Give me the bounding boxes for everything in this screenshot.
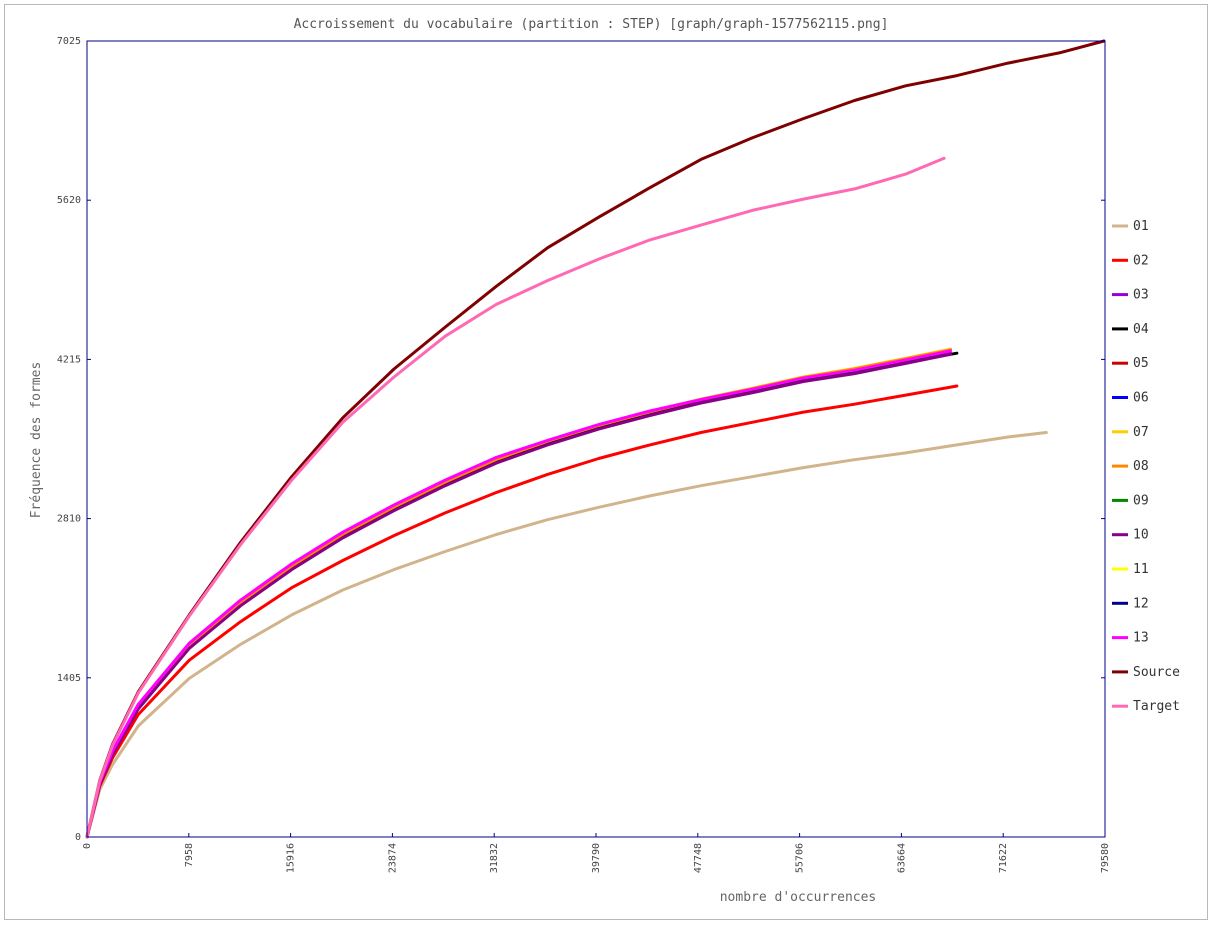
legend-label: Source: [1133, 665, 1180, 680]
legend-label: 06: [1133, 391, 1149, 406]
series-line-01: [85, 431, 1048, 839]
x-tick-label: 71622: [998, 843, 1009, 873]
y-tick-label: 1405: [57, 673, 81, 684]
legend-label: 03: [1133, 288, 1149, 303]
series-layer: [85, 39, 1106, 839]
x-tick-label: 79580: [1100, 843, 1111, 873]
y-tick-label: 7025: [57, 36, 81, 47]
legend-label: Target: [1133, 699, 1180, 714]
series-line-02: [85, 384, 959, 839]
series-line-target: [85, 156, 946, 839]
legend-label: 02: [1133, 253, 1149, 268]
x-tick-label: 31832: [489, 843, 500, 873]
legend-label: 11: [1133, 562, 1149, 577]
legend-label: 12: [1133, 596, 1149, 611]
x-tick-label: 63664: [896, 843, 907, 873]
x-tick-label: 7958: [184, 843, 195, 867]
legend-label: 08: [1133, 459, 1149, 474]
legend-label: 04: [1133, 322, 1149, 337]
legend-label: 05: [1133, 356, 1149, 371]
chart-title: Accroissement du vocabulaire (partition …: [294, 17, 889, 32]
y-axis-label: Fréquence des formes: [29, 362, 44, 519]
image-border: [4, 4, 1208, 920]
x-tick-label: 23874: [387, 843, 398, 873]
y-tick-label: 2810: [57, 514, 81, 525]
legend-label: 07: [1133, 425, 1149, 440]
x-tick-label: 39790: [591, 843, 602, 873]
legend: 01 02 03 04 05 06 07 08 09 10 11 12 13 Source Target: [1112, 219, 1180, 714]
x-axis-label: nombre d'occurrences: [720, 890, 877, 905]
x-tick-label: 55706: [795, 843, 806, 873]
x-tick-label: 0: [82, 843, 93, 849]
series-line-13: [85, 349, 952, 839]
x-ticks: 0 7958 15916 23874 31832 39790 47748 55706 63664…: [82, 833, 1111, 873]
x-tick-label: 47748: [693, 843, 704, 873]
x-tick-label: 15916: [286, 843, 297, 873]
y-tick-label: 4215: [57, 354, 81, 365]
y-tick-label: 0: [75, 832, 81, 843]
legend-label: 10: [1133, 528, 1149, 543]
y-ticks: 0 1405 2810 4215 5620 7025: [57, 36, 1105, 843]
y-tick-label: 5620: [57, 195, 81, 206]
legend-label: 13: [1133, 631, 1149, 646]
series-line-10: [85, 352, 952, 839]
legend-label: 09: [1133, 493, 1149, 508]
legend-label: 01: [1133, 219, 1149, 234]
